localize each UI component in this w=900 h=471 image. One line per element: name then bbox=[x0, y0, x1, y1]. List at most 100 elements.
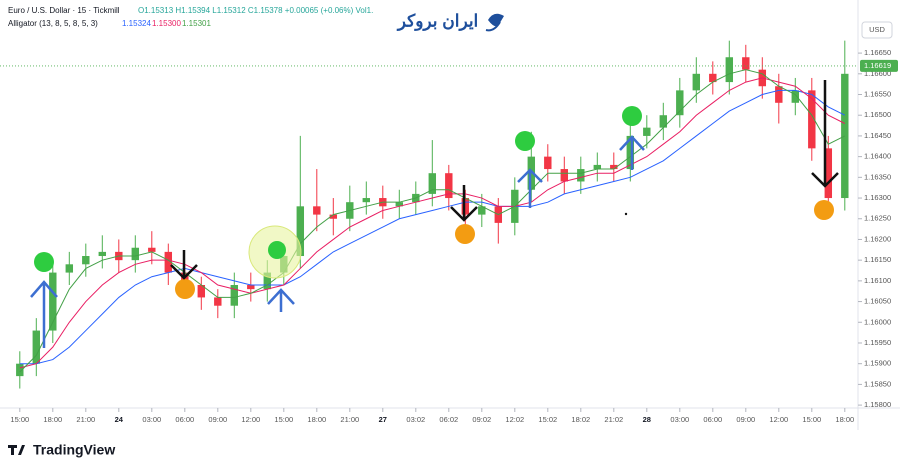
candle-body bbox=[98, 251, 107, 257]
x-tick-label: 12:00 bbox=[241, 415, 260, 424]
x-tick-label: 27 bbox=[379, 415, 387, 424]
candle-body bbox=[742, 57, 750, 70]
y-tick-label: 1.16000 bbox=[864, 317, 891, 326]
y-tick-label: 1.16450 bbox=[864, 131, 891, 140]
up-arrows bbox=[30, 135, 645, 348]
x-tick-label: 15:00 bbox=[802, 415, 821, 424]
y-tick-label: 1.16350 bbox=[864, 172, 891, 181]
candle-body bbox=[824, 148, 833, 199]
x-tick-label: 18:00 bbox=[307, 415, 326, 424]
alligator-line bbox=[19, 89, 846, 365]
candle-body bbox=[610, 164, 618, 170]
down-arrows bbox=[170, 80, 839, 280]
candle-body bbox=[230, 285, 239, 306]
candle-body bbox=[461, 198, 470, 215]
candle-body bbox=[593, 164, 602, 170]
y-tick-label: 1.16200 bbox=[864, 234, 891, 243]
x-tick-label: 21:00 bbox=[340, 415, 359, 424]
y-tick-label: 1.16500 bbox=[864, 110, 891, 119]
candle-body bbox=[16, 363, 24, 377]
x-tick-label: 28 bbox=[643, 415, 651, 424]
orange-dot bbox=[814, 200, 834, 220]
y-tick-label: 1.15850 bbox=[864, 379, 891, 388]
symbol: Euro / U.S. Dollar · 15 · Tickmill bbox=[8, 6, 120, 15]
candle-body bbox=[362, 198, 371, 203]
indicator-values: 1.15324 1.15300 1.15301 bbox=[122, 19, 211, 28]
x-tick-label: 09:02 bbox=[472, 415, 491, 424]
x-tick-label: 15:00 bbox=[10, 415, 29, 424]
candle-body bbox=[395, 202, 404, 207]
x-tick-label: 03:02 bbox=[406, 415, 425, 424]
candle-body bbox=[791, 90, 800, 103]
footer: TradingView bbox=[33, 442, 115, 458]
candle-body bbox=[659, 115, 668, 128]
green-dot bbox=[622, 106, 642, 126]
x-tick-label: 09:00 bbox=[208, 415, 227, 424]
candle-body bbox=[214, 297, 222, 306]
candle-body bbox=[626, 135, 635, 170]
x-tick-label: 06:02 bbox=[439, 415, 458, 424]
candle-body bbox=[197, 285, 206, 298]
x-tick-label: 06:00 bbox=[175, 415, 194, 424]
candle-body bbox=[775, 86, 783, 103]
y-tick-label: 1.15950 bbox=[864, 338, 891, 347]
y-tick-label: 1.16150 bbox=[864, 255, 891, 264]
candle-body bbox=[32, 330, 41, 364]
x-tick-label: 15:02 bbox=[538, 415, 557, 424]
candle-body bbox=[263, 272, 272, 290]
annotations bbox=[30, 80, 839, 348]
green-dot bbox=[34, 252, 54, 272]
x-tick-label: 06:00 bbox=[703, 415, 722, 424]
candle-body bbox=[544, 156, 552, 170]
y-tick-label: 1.15800 bbox=[864, 400, 891, 409]
candle-body bbox=[709, 73, 717, 83]
candle-body bbox=[82, 256, 90, 265]
candle-body bbox=[478, 206, 486, 215]
candle-body bbox=[643, 127, 651, 136]
x-tick-label: 09:00 bbox=[736, 415, 755, 424]
y-tick-label: 1.16400 bbox=[864, 152, 891, 161]
y-tick-label: 1.16300 bbox=[864, 193, 891, 202]
candle-body bbox=[131, 247, 140, 261]
x-tick-label: 24 bbox=[115, 415, 124, 424]
green-dot bbox=[268, 241, 286, 259]
candle-body bbox=[296, 206, 305, 257]
candle-body bbox=[65, 264, 74, 273]
y-tick-label: 1.16050 bbox=[864, 297, 891, 306]
candle-body bbox=[676, 90, 684, 116]
y-tick-label: 1.16250 bbox=[864, 214, 891, 223]
candle-body bbox=[560, 169, 569, 182]
candle-body bbox=[577, 169, 585, 182]
currency-box bbox=[861, 21, 893, 39]
candle-body bbox=[725, 57, 734, 83]
candle-body bbox=[247, 285, 255, 290]
candle-body bbox=[329, 214, 338, 219]
candle-body bbox=[313, 206, 321, 215]
candle-body bbox=[428, 173, 437, 194]
dot bbox=[624, 212, 628, 216]
x-tick-label: 21:00 bbox=[76, 415, 95, 424]
quote: O1.15313 H1.15394 L1.15312 C1.15378 +0.0… bbox=[138, 6, 373, 15]
x-tick-label: 18:00 bbox=[835, 415, 854, 424]
x-tick-label: 21:02 bbox=[604, 415, 623, 424]
green-dot bbox=[515, 131, 535, 151]
x-tick-label: 12:00 bbox=[769, 415, 788, 424]
candle-body bbox=[148, 247, 156, 252]
candle-body bbox=[841, 73, 849, 199]
x-tick-label: 18:02 bbox=[571, 415, 590, 424]
candle-body bbox=[164, 251, 173, 273]
candle-body bbox=[692, 73, 701, 91]
plot bbox=[16, 40, 849, 389]
candle-body bbox=[527, 156, 536, 190]
x-tick-label: 15:00 bbox=[274, 415, 293, 424]
x-tick-label: 03:00 bbox=[670, 415, 689, 424]
indicator-label: Alligator (13, 8, 5, 8, 5, 3) bbox=[8, 19, 98, 28]
orange-dot bbox=[175, 279, 195, 299]
y-tick-label: 1.16100 bbox=[864, 276, 891, 285]
y-tick-label: 1.16600 bbox=[864, 69, 891, 78]
tv-logo bbox=[8, 445, 25, 455]
brand: ایران بروکر bbox=[396, 11, 479, 31]
candle-body bbox=[49, 272, 57, 331]
candle-body bbox=[445, 173, 453, 199]
